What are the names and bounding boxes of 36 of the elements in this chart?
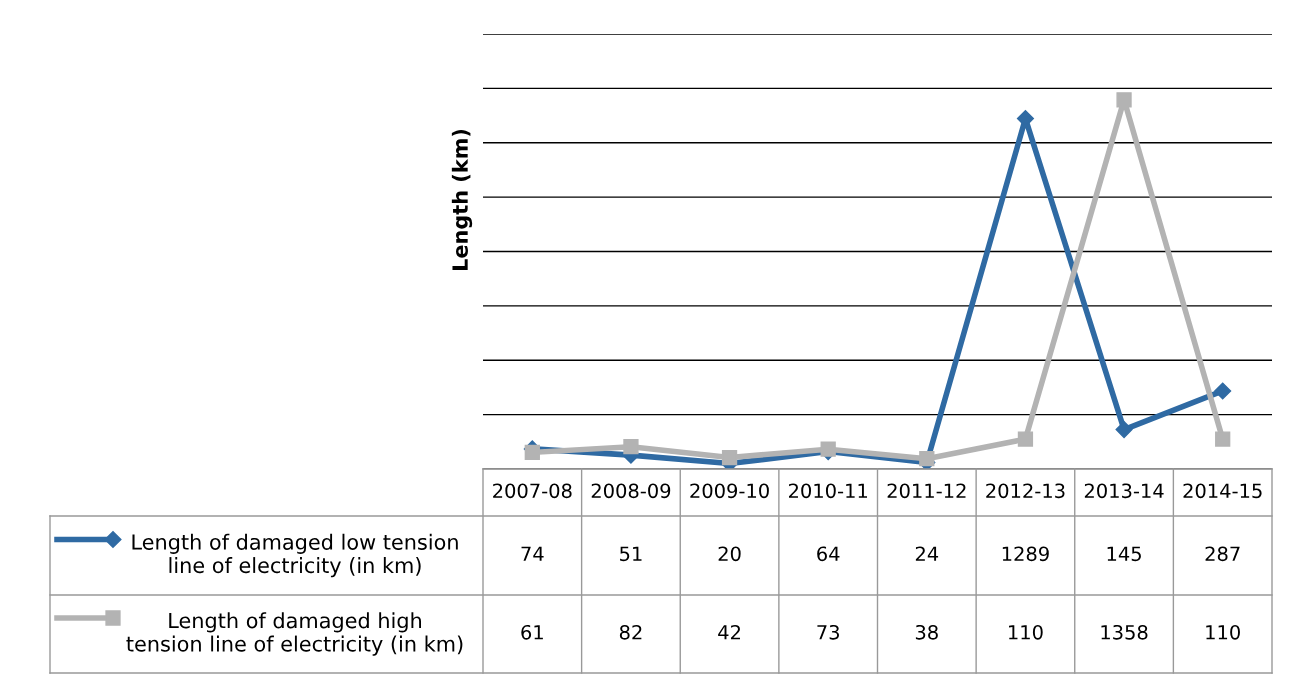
- legend-label: Length of damaged low tension line of electricity (in km): [132, 533, 458, 578]
- data-label: 73: [817, 624, 839, 640]
- x-tick-label: 2009-10: [690, 483, 769, 499]
- data-label: 20: [718, 546, 741, 562]
- data-label: 82: [619, 624, 642, 640]
- data-label: 287: [1205, 546, 1240, 562]
- point: [1017, 431, 1034, 447]
- data-label: 110: [1206, 624, 1240, 640]
- x-tick-label: 2008-09: [591, 483, 671, 499]
- point: [524, 444, 540, 461]
- point: [1115, 421, 1133, 439]
- data-label: 110: [1009, 624, 1043, 640]
- point: [1116, 92, 1132, 108]
- data-label: 42: [718, 624, 740, 640]
- point: [623, 439, 639, 455]
- data-label: 1289: [1002, 546, 1049, 562]
- x-tick-label: 2012-13: [986, 483, 1065, 499]
- y-axis-title: Length (km): [451, 129, 473, 270]
- point: [1214, 382, 1232, 400]
- point: [820, 441, 836, 457]
- data-label: 51: [620, 546, 642, 562]
- data-label: 64: [817, 546, 840, 562]
- data-label: 38: [915, 624, 938, 640]
- x-tick-label: 2013-14: [1084, 483, 1164, 499]
- x-tick-label: 2010-11: [788, 483, 868, 499]
- x-tick-label: 2014-15: [1183, 483, 1262, 499]
- legend-label: Length of damaged high tension line of electricity (in km): [126, 612, 463, 656]
- x-tick-label: 2011-12: [887, 483, 966, 499]
- point: [721, 449, 738, 466]
- data-label: 145: [1107, 546, 1141, 562]
- data-label: 61: [521, 624, 543, 640]
- data-label: 74: [521, 546, 544, 561]
- point: [1215, 431, 1231, 447]
- x-tick-label: 2007-08: [493, 483, 572, 499]
- data-label: 24: [915, 546, 939, 561]
- data-label: 1358: [1101, 624, 1148, 640]
